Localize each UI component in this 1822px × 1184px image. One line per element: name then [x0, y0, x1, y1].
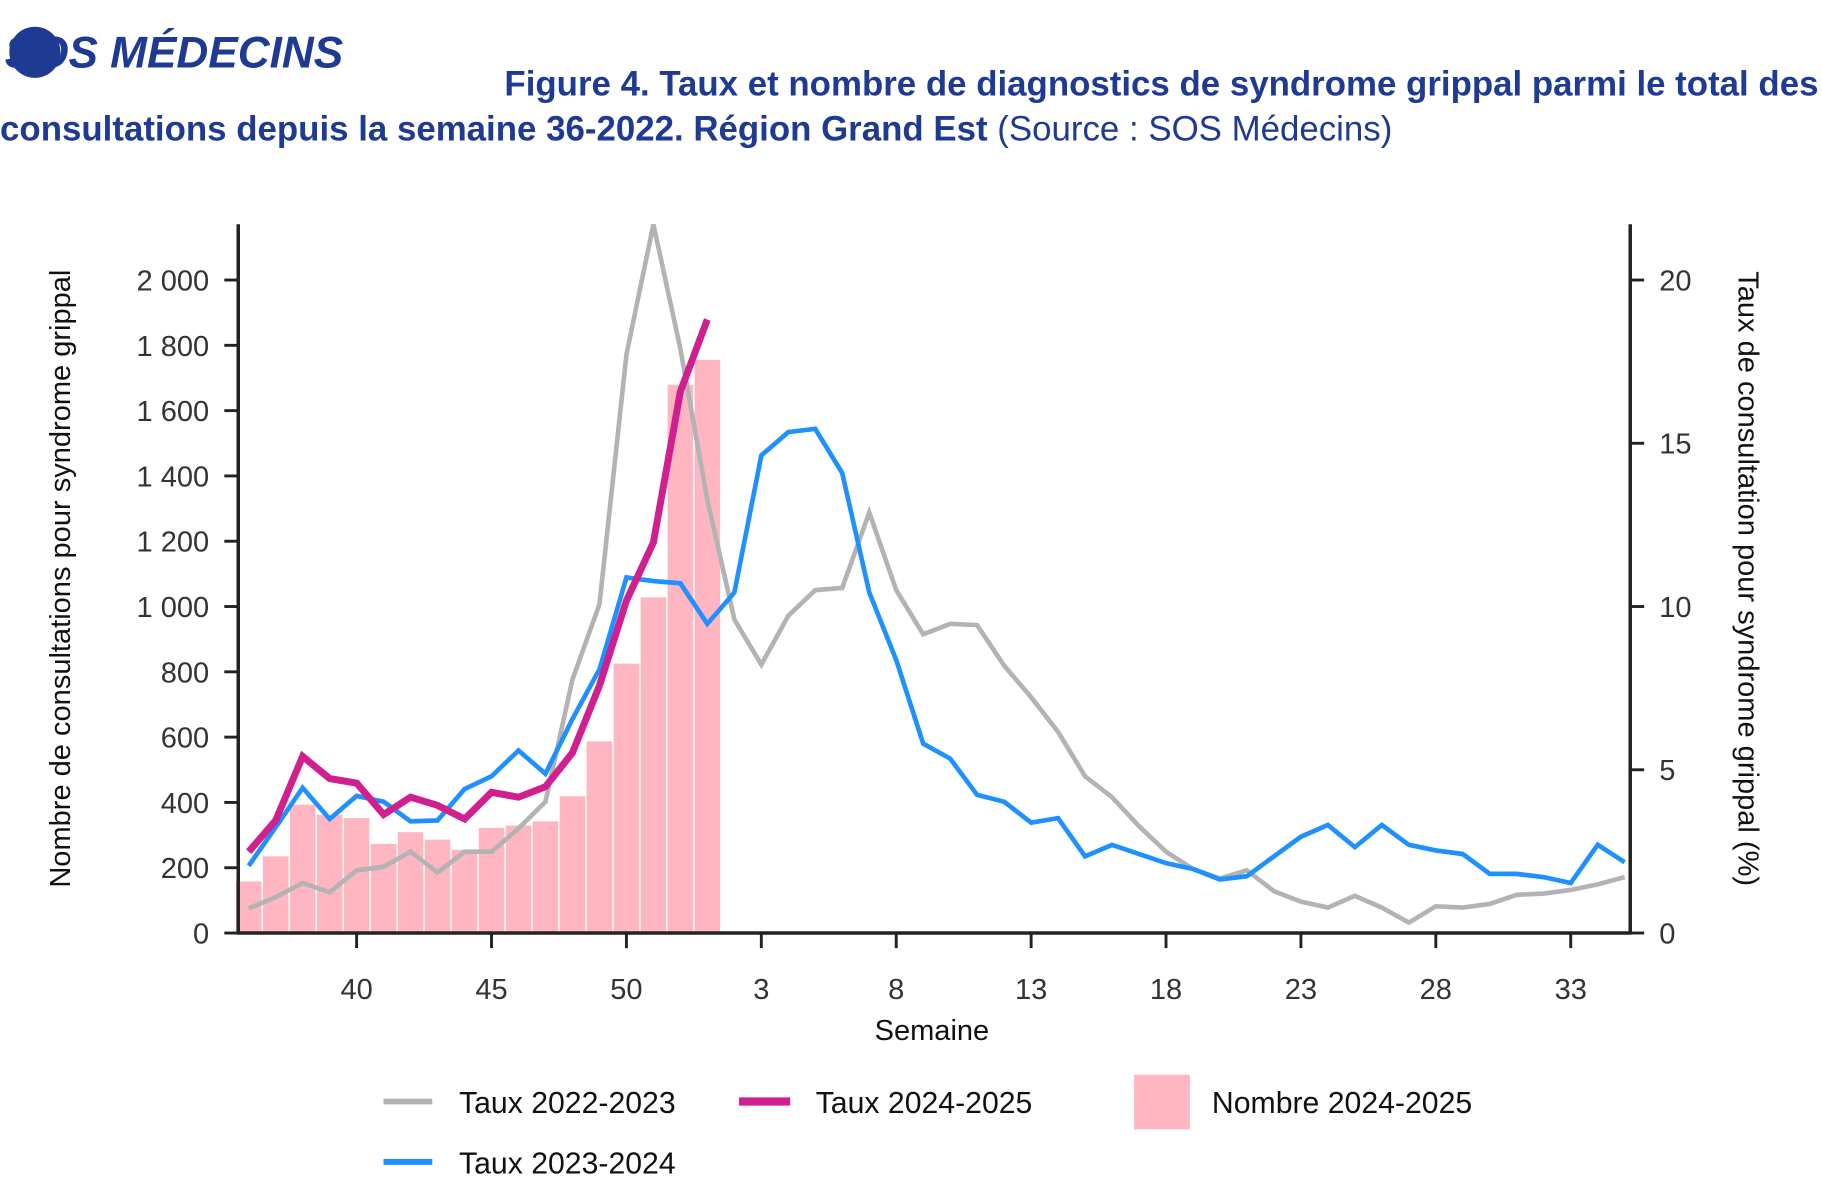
left-tick-label: 1 600	[137, 396, 210, 428]
x-tick-label: 18	[1150, 974, 1182, 1006]
bars-nombre-2024-2025	[235, 360, 721, 934]
x-tick-label: 3	[753, 974, 769, 1006]
bar-week-39	[316, 814, 343, 934]
bar-week-42	[397, 832, 424, 934]
bar-week-49	[586, 741, 613, 934]
left-ticks: 0 200 400 600 800 1 000 1 200 1 400 1 600 1 800 2 …	[137, 265, 239, 950]
rate-lines	[246, 223, 1626, 926]
left-tick-label: 1 800	[137, 331, 210, 363]
left-tick-label: 200	[161, 853, 209, 885]
sos-medecins-logo: SOS MÉDECINS	[5, 26, 343, 78]
legend-label-taux-2023-2024: Taux 2023-2024	[459, 1148, 676, 1181]
legend-label-taux-2024-2025: Taux 2024-2025	[816, 1087, 1033, 1120]
x-tick-label: 45	[475, 974, 507, 1006]
bar-week-38	[289, 804, 316, 934]
x-tick-label: 8	[888, 974, 904, 1006]
bar-week-51	[640, 597, 667, 934]
x-tick-label: 33	[1555, 974, 1587, 1006]
right-tick-label: 0	[1659, 918, 1675, 950]
bar-week-47	[532, 821, 559, 934]
bar-week-46	[505, 825, 532, 934]
left-tick-label: 2 000	[137, 265, 210, 297]
figure-title-line2: consultations depuis la semaine 36-2022.…	[0, 110, 988, 149]
bar-week-52	[667, 384, 694, 934]
figure-source: (Source : SOS Médecins)	[988, 110, 1393, 149]
bar-week-44	[451, 849, 478, 934]
right-tick-label: 5	[1659, 755, 1675, 787]
legend-label-taux-2022-2023: Taux 2022-2023	[459, 1087, 676, 1120]
line-taux-2023-2024	[246, 426, 1626, 886]
left-tick-label: 1 400	[137, 461, 210, 493]
right-tick-label: 15	[1659, 429, 1691, 461]
bar-week-50	[613, 663, 640, 934]
x-ticks: 40 45 50 3 8 13 18 23 28 33	[340, 933, 1587, 1006]
left-tick-label: 400	[161, 788, 209, 820]
figure-title-line1: Figure 4. Taux et nombre de diagnostics …	[504, 64, 1818, 103]
bar-week-43	[424, 839, 451, 934]
x-tick-label: 50	[610, 974, 642, 1006]
right-axis-label: Taux de consultation pour syndrome gripp…	[1731, 271, 1763, 886]
figure-title-line2-group: consultations depuis la semaine 36-2022.…	[0, 110, 1392, 149]
left-tick-label: 600	[161, 723, 209, 755]
bar-week-48	[559, 796, 586, 934]
logo-text: SOS MÉDECINS	[5, 27, 343, 77]
left-tick-label: 0	[193, 918, 209, 950]
legend: Taux 2022-2023 Taux 2024-2025 Nombre 202…	[383, 1074, 1472, 1181]
bar-week-41	[370, 843, 397, 934]
x-tick-label: 40	[340, 974, 372, 1006]
left-tick-label: 800	[161, 657, 209, 689]
x-tick-label: 28	[1420, 974, 1452, 1006]
x-axis-label: Semaine	[875, 1015, 990, 1047]
left-tick-label: 1 000	[137, 592, 210, 624]
line-taux-2022-2023	[247, 223, 1626, 926]
right-tick-label: 10	[1659, 592, 1691, 624]
left-axis-label: Nombre de consultations pour syndrome gr…	[45, 270, 77, 888]
left-tick-label: 1 200	[137, 527, 210, 559]
logo-emblem-icon	[9, 26, 61, 78]
line-taux-2024-2025	[246, 318, 711, 854]
x-tick-label: 23	[1285, 974, 1317, 1006]
x-tick-label: 13	[1015, 974, 1047, 1006]
right-ticks: 0 5 10 15 20	[1630, 265, 1692, 950]
legend-label-nombre-2024-2025: Nombre 2024-2025	[1212, 1087, 1472, 1120]
right-tick-label: 20	[1659, 265, 1691, 297]
legend-swatch-nombre-2024-2025	[1134, 1074, 1190, 1130]
